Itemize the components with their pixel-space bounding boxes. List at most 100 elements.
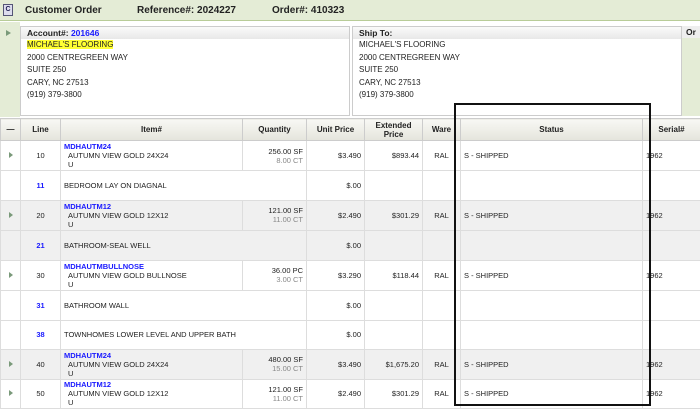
warehouse: RAL [423, 260, 461, 290]
serial-number: 1962 [643, 350, 700, 380]
account-number-link[interactable]: 201646 [71, 28, 99, 38]
item-code-link[interactable]: MDHAUTM24 [64, 351, 239, 360]
item-code-link[interactable]: MDHAUTM12 [64, 380, 239, 389]
quantity-cartons: 15.00 CT [246, 364, 303, 373]
order-number: Order#: 410323 [272, 5, 344, 16]
line-number-link[interactable]: 31 [21, 290, 61, 320]
page-title: Customer Order [25, 5, 137, 16]
column-ware[interactable]: Ware [423, 119, 461, 141]
expand-row-button[interactable] [1, 260, 21, 290]
item-uom: U [64, 160, 239, 169]
expand-row-button[interactable] [1, 201, 21, 231]
expand-arrow-icon [6, 30, 11, 36]
order-info-label: Or [682, 26, 700, 38]
column-unit-price[interactable]: Unit Price [307, 119, 365, 141]
table-row[interactable]: 11 BEDROOM LAY ON DIAGNAL $.00 [1, 171, 700, 201]
line-number: 10 [21, 141, 61, 171]
expand-arrow-icon [9, 361, 13, 367]
unit-price: $.00 [307, 320, 365, 350]
table-row[interactable]: 21 BATHROOM-SEAL WELL $.00 [1, 230, 700, 260]
column-status[interactable]: Status [461, 119, 643, 141]
ship-to-label: Ship To: [353, 27, 681, 39]
column-extended-price[interactable]: Extended Price [365, 119, 423, 141]
warehouse: RAL [423, 141, 461, 171]
extended-price: $893.44 [365, 141, 423, 171]
ship-to-phone: (919) 379-3800 [353, 89, 681, 102]
status: S - SHIPPED [461, 201, 643, 231]
unit-price: $3.490 [307, 350, 365, 380]
column-item[interactable]: Item# [61, 119, 243, 141]
expand-arrow-icon [9, 272, 13, 278]
table-row[interactable]: 38 TOWNHOMES LOWER LEVEL AND UPPER BATH … [1, 320, 700, 350]
ship-to-address-1: 2000 CENTREGREEN WAY [353, 52, 681, 65]
serial-number: 1962 [643, 141, 700, 171]
item-description: AUTUMN VIEW GOLD BULLNOSE [64, 271, 239, 280]
item-uom: U [64, 398, 239, 407]
ship-to-name: MICHAEL'S FLOORING [353, 39, 681, 52]
order-lines-table: — Line Item# Quantity Unit Price Extende… [0, 118, 700, 409]
expand-row-button[interactable] [1, 379, 21, 408]
extended-price: $301.29 [365, 379, 423, 408]
item-description: AUTUMN VIEW GOLD 12X12 [64, 389, 239, 398]
ship-to-panel: Ship To: MICHAEL'S FLOORING 2000 CENTREG… [352, 26, 682, 116]
expand-row-button[interactable] [1, 350, 21, 380]
account-phone: (919) 379-3800 [21, 89, 349, 102]
line-number-link[interactable]: 38 [21, 320, 61, 350]
column-quantity[interactable]: Quantity [243, 119, 307, 141]
account-city: CARY, NC 27513 [21, 77, 349, 90]
warehouse: RAL [423, 201, 461, 231]
account-label: Account#: [27, 28, 69, 38]
line-number: 50 [21, 379, 61, 408]
line-number-link[interactable]: 11 [21, 171, 61, 201]
unit-price: $2.490 [307, 201, 365, 231]
unit-price: $3.490 [307, 141, 365, 171]
collapse-all-button[interactable]: — [1, 119, 21, 141]
expand-arrow-icon [9, 152, 13, 158]
expand-row-button[interactable] [1, 141, 21, 171]
item-uom: U [64, 369, 239, 378]
line-number: 40 [21, 350, 61, 380]
expand-arrow-icon [9, 390, 13, 396]
status: S - SHIPPED [461, 141, 643, 171]
unit-price: $.00 [307, 171, 365, 201]
unit-price: $3.290 [307, 260, 365, 290]
expand-header-toggle[interactable] [0, 22, 20, 117]
serial-number: 1962 [643, 379, 700, 408]
item-description: AUTUMN VIEW GOLD 24X24 [64, 360, 239, 369]
line-number-link[interactable]: 21 [21, 230, 61, 260]
quantity: 121.00 SF [246, 385, 303, 394]
extended-price: $301.29 [365, 201, 423, 231]
unit-price: $.00 [307, 290, 365, 320]
table-row[interactable]: 31 BATHROOM WALL $.00 [1, 290, 700, 320]
item-description: AUTUMN VIEW GOLD 12X12 [64, 211, 239, 220]
line-note: BEDROOM LAY ON DIAGNAL [61, 171, 307, 201]
ship-to-address-2: SUITE 250 [353, 64, 681, 77]
quantity: 256.00 SF [246, 147, 303, 156]
quantity-cartons: 11.00 CT [246, 394, 303, 403]
item-description: AUTUMN VIEW GOLD 24X24 [64, 151, 239, 160]
account-name: MICHAEL'S FLOORING [27, 40, 113, 49]
quantity: 121.00 SF [246, 206, 303, 215]
account-address-1: 2000 CENTREGREEN WAY [21, 52, 349, 65]
item-uom: U [64, 280, 239, 289]
serial-number: 1962 [643, 201, 700, 231]
quantity-cartons: 11.00 CT [246, 215, 303, 224]
extended-price: $118.44 [365, 260, 423, 290]
status: S - SHIPPED [461, 260, 643, 290]
item-uom: U [64, 220, 239, 229]
column-line[interactable]: Line [21, 119, 61, 141]
extended-price: $1,675.20 [365, 350, 423, 380]
line-note: BATHROOM WALL [61, 290, 307, 320]
item-code-link[interactable]: MDHAUTMBULLNOSE [64, 262, 239, 271]
item-code-link[interactable]: MDHAUTM24 [64, 142, 239, 151]
item-code-link[interactable]: MDHAUTM12 [64, 202, 239, 211]
column-serial[interactable]: Serial# [643, 119, 700, 141]
unit-price: $.00 [307, 230, 365, 260]
quantity: 480.00 SF [246, 355, 303, 364]
customer-order-icon: C [3, 4, 13, 16]
